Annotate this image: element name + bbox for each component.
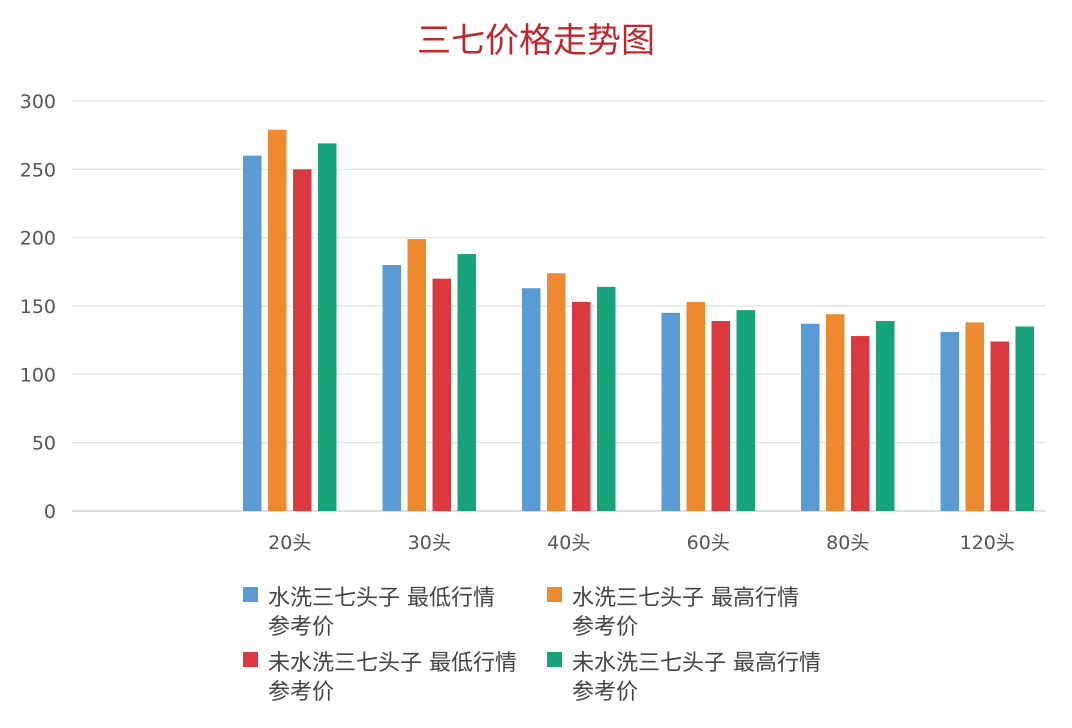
bar: [597, 286, 616, 511]
legend-label: 未水洗三七头子 最高行情: [572, 651, 821, 676]
legend-label: 水洗三七头子 最高行情: [572, 586, 799, 611]
x-tick-label: 20头: [268, 532, 311, 554]
chart-title: 三七价格走势图: [417, 21, 655, 61]
bar: [572, 301, 591, 511]
bar: [990, 341, 1009, 511]
bar: [801, 323, 820, 511]
y-axis-ticks: 0 50 100 150 200 250 300: [20, 91, 56, 523]
legend-swatch: [547, 652, 562, 667]
bar: [1015, 326, 1034, 511]
x-tick-label: 60头: [687, 532, 730, 554]
bar: [407, 239, 426, 512]
legend-swatch: [243, 652, 258, 667]
legend-label: 参考价: [268, 680, 334, 705]
x-tick-label: 40头: [547, 532, 590, 554]
bar: [318, 143, 337, 511]
x-tick-label: 80头: [826, 532, 869, 554]
bar: [522, 288, 541, 511]
x-tick-label: 30头: [408, 532, 451, 554]
legend-label: 水洗三七头子 最低行情: [268, 586, 495, 611]
bar: [876, 321, 895, 511]
legend-label: 参考价: [572, 615, 638, 640]
y-tick-label: 150: [20, 296, 56, 318]
bar: [736, 310, 755, 511]
bar: [851, 336, 870, 511]
legend-label: 参考价: [572, 680, 638, 705]
legend-swatch: [547, 587, 562, 602]
bar: [547, 273, 566, 511]
x-axis-ticks: 20头 30头 40头 60头 80头 120头: [268, 532, 1015, 554]
legend-label: 参考价: [268, 615, 334, 640]
bar: [686, 301, 705, 511]
y-tick-label: 250: [20, 159, 56, 181]
bar: [711, 321, 730, 511]
bar: [432, 278, 451, 511]
bar: [826, 314, 845, 511]
y-tick-label: 100: [20, 364, 56, 386]
bar: [243, 155, 262, 511]
bar: [940, 331, 959, 511]
x-tick-label: 120头: [960, 532, 1015, 554]
legend-swatch: [243, 587, 258, 602]
bar: [382, 265, 401, 511]
y-tick-label: 50: [32, 433, 56, 455]
bars: [243, 129, 1034, 512]
legend-label: 未水洗三七头子 最低行情: [268, 651, 517, 676]
bar: [661, 312, 680, 511]
bar: [457, 254, 476, 512]
bar: [965, 322, 984, 511]
bar: [293, 169, 312, 512]
y-tick-label: 300: [20, 91, 56, 113]
y-tick-label: 200: [20, 228, 56, 250]
bar: [268, 129, 287, 511]
y-tick-label: 0: [44, 501, 56, 523]
